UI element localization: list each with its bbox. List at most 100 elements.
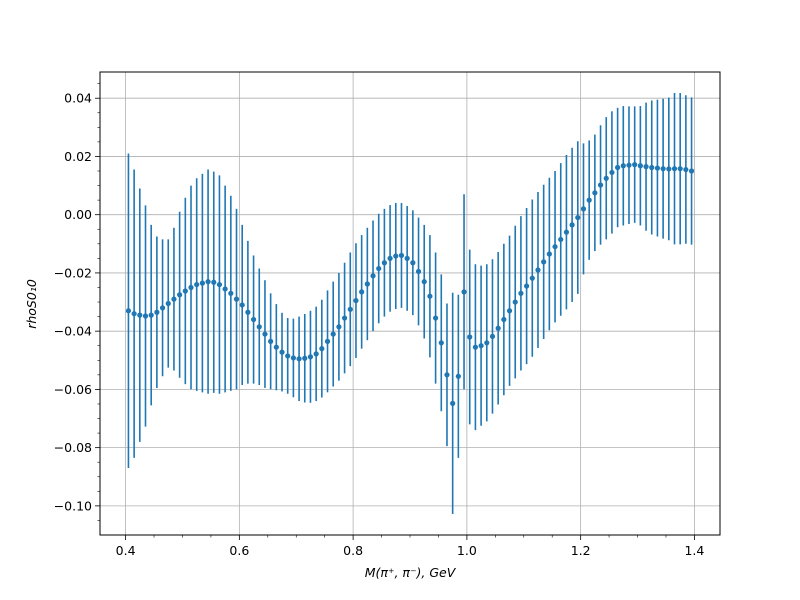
data-point — [381, 260, 388, 266]
x-axis: 0.4 0.6 0.8 1.0 1.2 1.4 — [116, 535, 704, 558]
data-point — [586, 197, 592, 203]
data-point — [620, 163, 626, 169]
data-point — [159, 305, 166, 311]
y-tick-label: 0.02 — [64, 149, 92, 164]
data-point — [347, 306, 353, 312]
y-tick-label: −0.02 — [54, 265, 92, 280]
data-point — [245, 309, 251, 315]
data-point — [541, 259, 547, 265]
data-point — [592, 190, 598, 196]
data-points — [125, 162, 695, 406]
data-point — [177, 292, 183, 298]
data-point — [262, 331, 268, 337]
data-point — [216, 281, 223, 288]
data-point — [302, 355, 308, 361]
data-point — [461, 289, 467, 295]
data-point — [615, 164, 621, 171]
data-point — [512, 299, 518, 305]
data-point — [535, 267, 541, 273]
data-point — [546, 251, 552, 257]
x-tick-label: 0.4 — [116, 543, 136, 558]
data-point — [569, 222, 575, 228]
data-point — [182, 288, 188, 294]
data-point — [211, 279, 217, 285]
x-tick-label: 0.8 — [343, 543, 363, 558]
data-point — [330, 331, 336, 337]
data-point — [341, 315, 348, 321]
data-point — [603, 175, 609, 181]
data-point — [649, 164, 655, 171]
data-point — [575, 214, 581, 221]
data-point — [558, 236, 564, 243]
x-tick-label: 0.6 — [229, 543, 249, 558]
data-point — [632, 162, 638, 168]
data-point — [336, 324, 342, 330]
data-point — [376, 265, 382, 272]
data-point — [688, 168, 695, 174]
data-point — [313, 351, 319, 357]
data-point — [250, 316, 257, 323]
data-point — [228, 290, 234, 296]
data-point — [307, 354, 314, 360]
data-point — [154, 309, 160, 315]
y-tick-label: 0.00 — [64, 207, 92, 222]
data-point — [478, 343, 484, 349]
y-tick-label: −0.06 — [54, 382, 92, 397]
data-point — [563, 229, 570, 235]
data-point — [256, 324, 262, 330]
y-tick-label: 0.04 — [64, 91, 92, 106]
y-tick-label: −0.08 — [54, 440, 92, 455]
data-point — [421, 279, 427, 285]
y-tick-label: −0.10 — [54, 498, 92, 513]
data-point — [137, 312, 143, 318]
data-point — [654, 165, 661, 171]
data-point — [404, 255, 410, 261]
data-point — [296, 356, 302, 362]
data-point — [165, 300, 171, 307]
data-point — [370, 273, 376, 279]
data-point — [455, 373, 461, 379]
data-point — [125, 308, 132, 314]
data-point — [552, 244, 558, 250]
data-point — [359, 289, 365, 295]
data-point — [529, 275, 535, 281]
data-point — [484, 340, 490, 346]
data-point — [427, 293, 433, 299]
data-point — [273, 344, 279, 350]
data-point — [205, 279, 211, 285]
x-tick-label: 1.0 — [457, 543, 477, 558]
data-point — [131, 311, 137, 317]
data-point — [319, 346, 325, 352]
data-point — [415, 268, 422, 275]
grid — [100, 72, 720, 535]
data-point — [387, 255, 393, 261]
data-point — [398, 252, 405, 259]
data-point — [364, 281, 370, 287]
y-tick-label: −0.04 — [54, 324, 92, 339]
data-point — [353, 297, 359, 304]
data-point — [222, 286, 228, 292]
data-point — [188, 284, 194, 291]
x-axis-label: M(π⁺, π⁻), GeV — [365, 565, 457, 580]
data-point — [233, 296, 240, 302]
y-axis-label: rhoS0₁0 — [24, 279, 39, 329]
data-point — [660, 166, 666, 172]
plot-background — [100, 72, 720, 535]
data-point — [148, 312, 154, 318]
data-point — [285, 353, 291, 359]
x-tick-label: 1.2 — [571, 543, 591, 558]
data-point — [467, 334, 473, 340]
data-point — [410, 260, 416, 266]
data-point — [393, 253, 399, 259]
data-point — [597, 182, 604, 188]
data-point — [518, 290, 524, 296]
data-point — [450, 400, 456, 406]
data-point — [501, 316, 507, 323]
data-point — [609, 169, 615, 176]
data-point — [444, 372, 450, 378]
data-point — [171, 296, 177, 302]
data-point — [666, 166, 672, 172]
data-point — [199, 280, 205, 286]
data-point — [324, 338, 331, 344]
x-tick-label: 1.4 — [684, 543, 704, 558]
